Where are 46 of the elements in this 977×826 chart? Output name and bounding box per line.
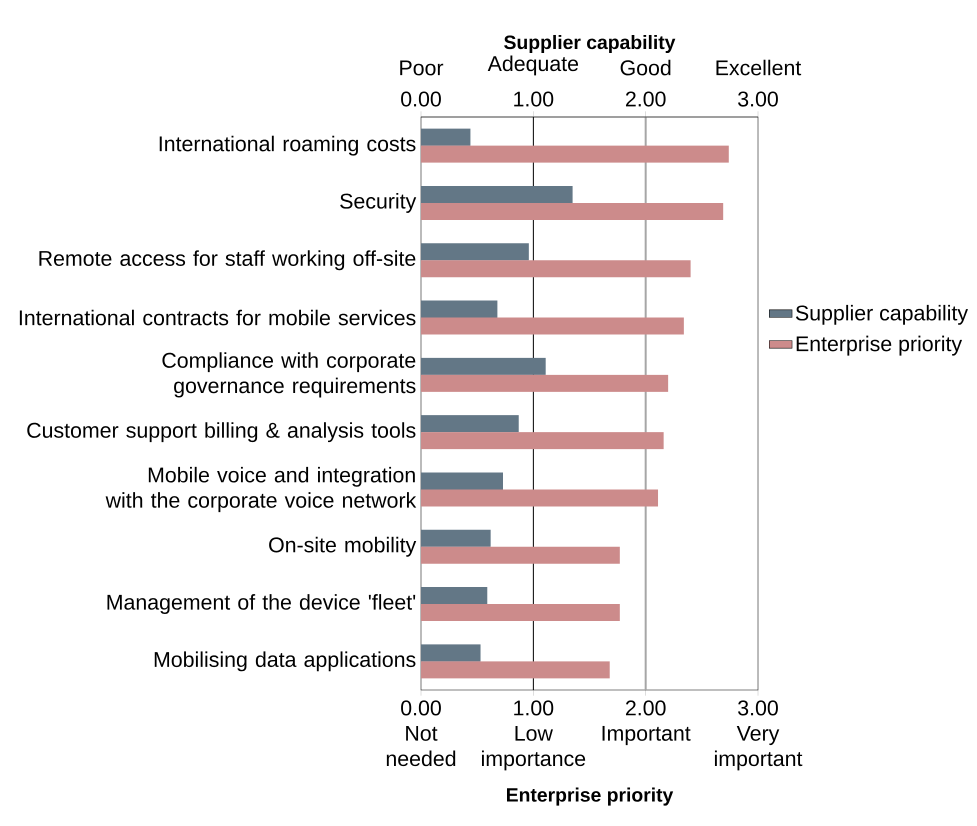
y-tick-label: Compliance with corporate governance requirements — [162, 352, 416, 398]
y-tick-label: Remote access for staff working off-site — [39, 250, 416, 270]
bar — [421, 432, 664, 450]
x2-axis-title: Supplier capability — [504, 34, 676, 53]
text: Excellent — [716, 60, 802, 76]
bar — [421, 260, 691, 278]
bar — [421, 202, 724, 220]
y-tick-label: Mobile voice and integration with the corporate voice network — [106, 466, 416, 512]
bar — [421, 489, 658, 506]
bar — [421, 546, 620, 564]
y-tick-label: Security — [340, 193, 416, 213]
text: Adequate — [488, 56, 578, 76]
bar — [421, 644, 481, 662]
bar — [421, 530, 491, 547]
x-tick-label: 2.00 Important — [602, 700, 691, 746]
bar — [421, 146, 729, 163]
x-tick-label: 0.00 Not needed — [386, 700, 456, 766]
bar — [421, 415, 519, 432]
x2-tick-label: 3.00 — [738, 91, 778, 107]
legend-label: Supplier capability — [796, 304, 968, 325]
y-tick-label: On-site mobility — [269, 536, 416, 557]
bar — [421, 243, 529, 260]
bar — [421, 358, 546, 375]
bar — [421, 374, 668, 392]
bar — [421, 587, 488, 604]
x2-tick-label: 1.00 — [514, 91, 554, 107]
x2-tick-label: 2.00 — [626, 91, 666, 107]
bar — [421, 300, 498, 318]
bar — [421, 604, 620, 622]
x-tick-label: 1.00 Low importance — [482, 700, 586, 770]
y-tick-label: International roaming costs — [160, 136, 416, 156]
bar — [421, 186, 573, 203]
bar — [421, 318, 684, 335]
y-tick-label: Management of the device 'fleet' — [108, 594, 416, 614]
y-tick-label: Customer support billing & analysis tools — [27, 422, 416, 442]
bar — [421, 128, 470, 146]
x-tick-label: 3.00 Very important — [714, 700, 802, 770]
bar — [421, 661, 610, 678]
text: Good — [620, 60, 670, 76]
y-tick-label: International contracts for mobile services — [20, 310, 416, 326]
x-axis-title: Enterprise priority — [507, 788, 674, 806]
x2-tick-label: 0.00 — [401, 91, 441, 107]
y-tick-label: Mobilising data applications — [154, 651, 416, 672]
text: Poor — [400, 60, 444, 76]
bar — [421, 472, 504, 490]
legend-label: Enterprise priority — [796, 336, 962, 356]
